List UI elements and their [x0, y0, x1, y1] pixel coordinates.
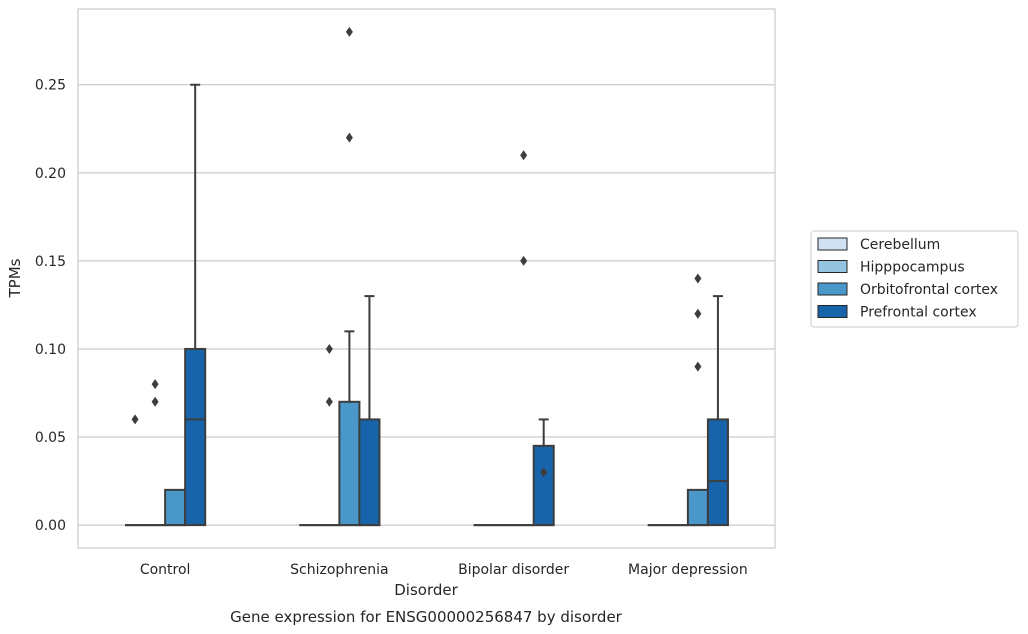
box-element [686, 273, 709, 527]
x-axis-label: Disorder [394, 581, 458, 599]
box-body [164, 488, 187, 527]
legend-entry: Orbitofrontal cortex [817, 282, 998, 298]
outlier-point [325, 396, 333, 407]
y-tick-labels: 0.00 0.05 0.10 0.15 0.20 0.25 [35, 78, 66, 534]
box-element [358, 295, 381, 527]
box-element [164, 488, 187, 527]
box-element [184, 83, 207, 527]
category-group [299, 26, 381, 527]
legend-entry: Prefrontal cortex [817, 305, 977, 321]
outlier-point [520, 255, 528, 266]
legend: Cerebellum Hipppocampus Orbitofrontal cort… [810, 230, 1019, 328]
category-group [125, 83, 207, 527]
legend-entry: Hipppocampus [817, 260, 965, 276]
y-tick-label: 0.10 [35, 342, 66, 358]
box-body [706, 418, 729, 527]
box-element [125, 414, 146, 527]
outlier-point [131, 414, 139, 425]
x-tick-labels: Control Schizophrenia Bipolar disorder Majo… [140, 562, 748, 578]
legend-label: Prefrontal cortex [860, 305, 977, 321]
outlier-point [151, 379, 159, 390]
chart-caption: Gene expression for ENSG00000256847 by d… [230, 608, 623, 626]
outlier-point [540, 467, 548, 478]
box-body [184, 347, 207, 527]
box-plot-series [125, 26, 729, 527]
y-tick-label: 0.25 [35, 78, 66, 94]
box-body [358, 418, 381, 527]
x-tick-label: Schizophrenia [290, 562, 388, 578]
legend-frame [810, 230, 1019, 328]
outlier-point [345, 26, 353, 37]
y-tick-label: 0.05 [35, 430, 66, 446]
outlier-point [345, 132, 353, 143]
grid-lines [78, 84, 775, 526]
outlier-point [694, 273, 702, 284]
x-tick-label: Major depression [628, 562, 748, 578]
category-group [647, 273, 729, 527]
y-axis-label: TPMs [6, 258, 24, 298]
legend-swatch [817, 305, 848, 318]
outlier-point [694, 361, 702, 372]
outlier-point [694, 308, 702, 319]
y-tick-label: 0.00 [35, 518, 66, 534]
legend-entry: Cerebellum [817, 237, 940, 253]
outlier-point [151, 396, 159, 407]
plot-frame [77, 8, 776, 549]
x-tick-label: Control [140, 562, 191, 578]
box-body [532, 444, 555, 527]
legend-swatch [817, 237, 848, 251]
box-element [145, 379, 166, 527]
legend-label: Orbitofrontal cortex [860, 282, 998, 298]
x-tick-label: Bipolar disorder [458, 562, 569, 578]
box-body [338, 400, 361, 527]
outlier-point [520, 150, 528, 161]
legend-label: Hipppocampus [860, 260, 965, 276]
y-tick-label: 0.15 [35, 254, 66, 270]
legend-swatch [817, 260, 848, 273]
box-element [706, 295, 729, 527]
box-element [513, 150, 534, 527]
box-element [319, 343, 340, 527]
box-element [338, 26, 361, 527]
box-body [686, 488, 709, 527]
category-group [473, 150, 555, 527]
legend-label: Cerebellum [860, 237, 940, 253]
outlier-point [325, 343, 333, 354]
legend-swatch [817, 282, 848, 296]
box-element [532, 418, 555, 527]
y-tick-label: 0.20 [35, 166, 66, 182]
